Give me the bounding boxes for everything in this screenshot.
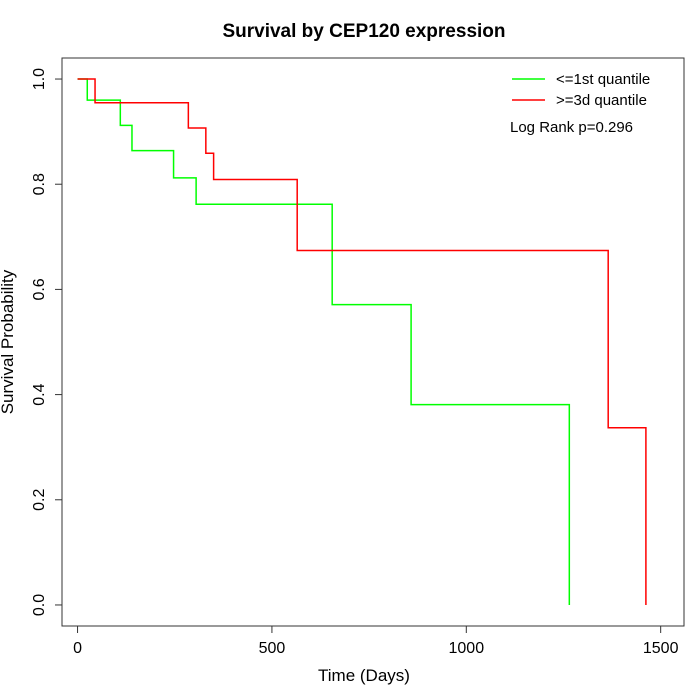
- y-tick-label: 0.0: [31, 594, 48, 616]
- axes: 0 500 1000 1500 0.0 0.2 0.4 0.6 0.8 1.0: [31, 68, 679, 657]
- x-axis-label: Time (Days): [318, 666, 410, 685]
- y-tick-label: 0.2: [31, 489, 48, 511]
- legend-label: <=1st quantile: [556, 71, 650, 88]
- y-tick-label: 0.8: [31, 173, 48, 195]
- y-tick-label: 0.6: [31, 278, 48, 300]
- plot-area-frame: [61, 57, 685, 627]
- series-layer: [77, 78, 647, 605]
- y-tick-label: 1.0: [31, 68, 48, 90]
- series-line-1: [77, 78, 571, 605]
- y-tick-label: 0.4: [31, 383, 48, 405]
- x-tick-label: 1500: [643, 640, 679, 657]
- x-tick-label: 500: [259, 640, 286, 657]
- legend: <=1st quantile >=3d quantile: [512, 71, 650, 109]
- log-rank-annotation: Log Rank p=0.296: [510, 119, 633, 136]
- y-axis-label: Survival Probability: [0, 269, 17, 414]
- legend-label: >=3d quantile: [556, 92, 647, 109]
- series-line-2: [77, 78, 647, 605]
- x-tick-label: 1000: [449, 640, 485, 657]
- chart-title: Survival by CEP120 expression: [222, 21, 505, 42]
- x-tick-label: 0: [73, 640, 82, 657]
